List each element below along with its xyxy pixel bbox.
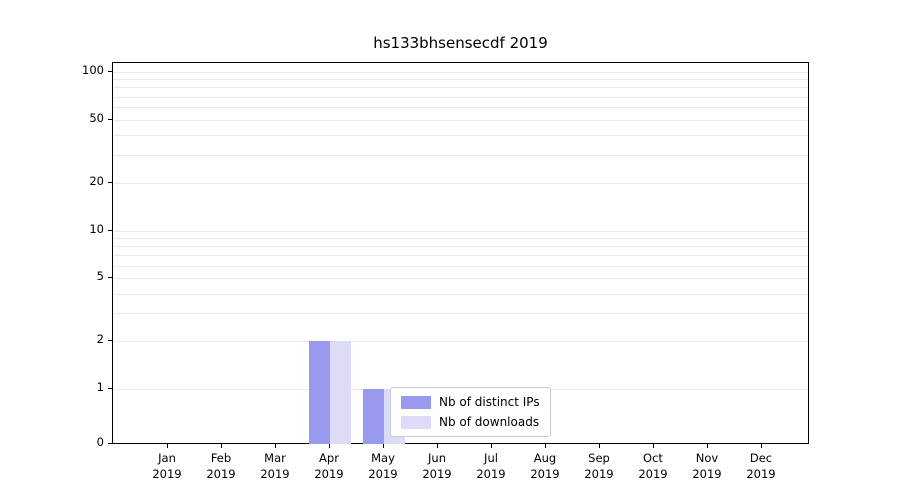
x-tick-label-line: Dec	[749, 451, 773, 465]
gridline	[113, 265, 808, 267]
x-tick-label-line: 2019	[422, 467, 452, 481]
gridline	[113, 72, 808, 73]
chart-title: hs133bhsensecdf 2019	[373, 34, 548, 52]
x-tick-label: Nov 2019	[677, 450, 737, 482]
gridline	[113, 245, 808, 247]
x-tick-label-line: 2019	[530, 467, 560, 481]
y-tick-label: 20	[89, 173, 104, 188]
x-tick-mark	[545, 444, 546, 448]
y-tick-mark	[108, 229, 112, 231]
x-tick-label-line: Jan	[158, 451, 176, 465]
x-tick-label-line: Jun	[428, 451, 446, 465]
gridline	[113, 278, 808, 280]
x-tick-mark	[707, 444, 708, 448]
y-tick-mark	[108, 181, 112, 183]
y-tick-label: 2	[96, 332, 104, 347]
x-tick-label: Apr 2019	[299, 450, 359, 482]
gridline	[113, 154, 808, 156]
gridline	[113, 255, 808, 257]
x-tick-label-line: Jul	[484, 451, 498, 465]
legend-entry: Nb of distinct IPs	[401, 395, 540, 409]
gridline	[113, 87, 808, 89]
legend-label: Nb of downloads	[439, 415, 540, 429]
y-tick-mark	[108, 388, 112, 389]
bar-nb-of-distinct-ips	[363, 389, 384, 444]
gridline	[113, 96, 808, 98]
x-tick-label-line: Nov	[695, 451, 719, 465]
gridline	[113, 79, 808, 81]
gridline	[113, 341, 808, 343]
x-tick-label-line: May	[371, 451, 395, 465]
gridline	[113, 182, 808, 184]
gridline	[113, 135, 808, 137]
x-tick-mark	[329, 444, 330, 448]
x-tick-mark	[761, 444, 762, 448]
y-tick-label: 1	[96, 380, 104, 394]
y-tick-mark	[108, 443, 112, 444]
x-tick-label: Jul 2019	[461, 450, 521, 482]
gridline	[113, 313, 808, 315]
y-tick-mark	[108, 118, 112, 120]
x-tick-label: Jan 2019	[137, 450, 197, 482]
x-tick-label: May 2019	[353, 450, 413, 482]
x-tick-label-line: Mar	[264, 451, 286, 465]
y-tick-label: 100	[82, 63, 104, 77]
x-tick-label-line: Feb	[210, 451, 232, 465]
gridline	[113, 230, 808, 232]
plot-area: Nb of distinct IPs Nb of downloads	[112, 62, 809, 444]
gridline	[113, 237, 808, 239]
x-tick-label-line: Apr	[319, 451, 339, 465]
x-tick-label-line: 2019	[314, 467, 344, 481]
legend-label: Nb of distinct IPs	[439, 395, 540, 409]
x-tick-mark	[491, 444, 492, 448]
legend-entry: Nb of downloads	[401, 415, 540, 429]
legend-swatch	[401, 395, 431, 409]
bar-nb-of-distinct-ips	[309, 341, 330, 444]
gridline	[113, 119, 808, 121]
x-tick-label-line: 2019	[746, 467, 776, 481]
x-tick-label: Sep 2019	[569, 450, 629, 482]
x-tick-label: Mar 2019	[245, 450, 305, 482]
x-tick-label-line: 2019	[638, 467, 668, 481]
y-tick-mark	[108, 340, 112, 342]
legend-swatch	[401, 415, 431, 429]
gridline	[113, 107, 808, 109]
y-tick-mark	[108, 71, 112, 72]
x-tick-label-line: Sep	[588, 451, 610, 465]
x-tick-mark	[221, 444, 222, 448]
x-tick-label-line: 2019	[584, 467, 614, 481]
x-tick-label: Oct 2019	[623, 450, 683, 482]
x-tick-label: Jun 2019	[407, 450, 467, 482]
x-tick-label-line: 2019	[692, 467, 722, 481]
x-tick-label-line: 2019	[206, 467, 236, 481]
x-tick-label: Aug 2019	[515, 450, 575, 482]
x-tick-mark	[275, 444, 276, 448]
y-tick-mark	[108, 277, 112, 279]
x-tick-label-line: 2019	[476, 467, 506, 481]
x-tick-label-line: 2019	[152, 467, 182, 481]
y-tick-label: 5	[96, 269, 104, 284]
gridline	[113, 293, 808, 295]
x-tick-label-line: 2019	[368, 467, 398, 481]
x-tick-mark	[653, 444, 654, 448]
y-tick-label: 50	[89, 110, 104, 125]
x-tick-label: Dec 2019	[731, 450, 791, 482]
x-tick-mark	[599, 444, 600, 448]
bar-nb-of-downloads	[330, 341, 351, 444]
x-tick-label: Feb 2019	[191, 450, 251, 482]
legend: Nb of distinct IPs Nb of downloads	[390, 387, 551, 437]
x-tick-mark	[383, 444, 384, 448]
x-tick-label-line: Aug	[533, 451, 557, 465]
x-tick-label-line: Oct	[643, 451, 663, 465]
x-tick-label-line: 2019	[260, 467, 290, 481]
y-tick-label: 0	[96, 435, 104, 449]
y-tick-label: 10	[89, 221, 104, 236]
x-tick-mark	[167, 444, 168, 448]
x-tick-mark	[437, 444, 438, 448]
